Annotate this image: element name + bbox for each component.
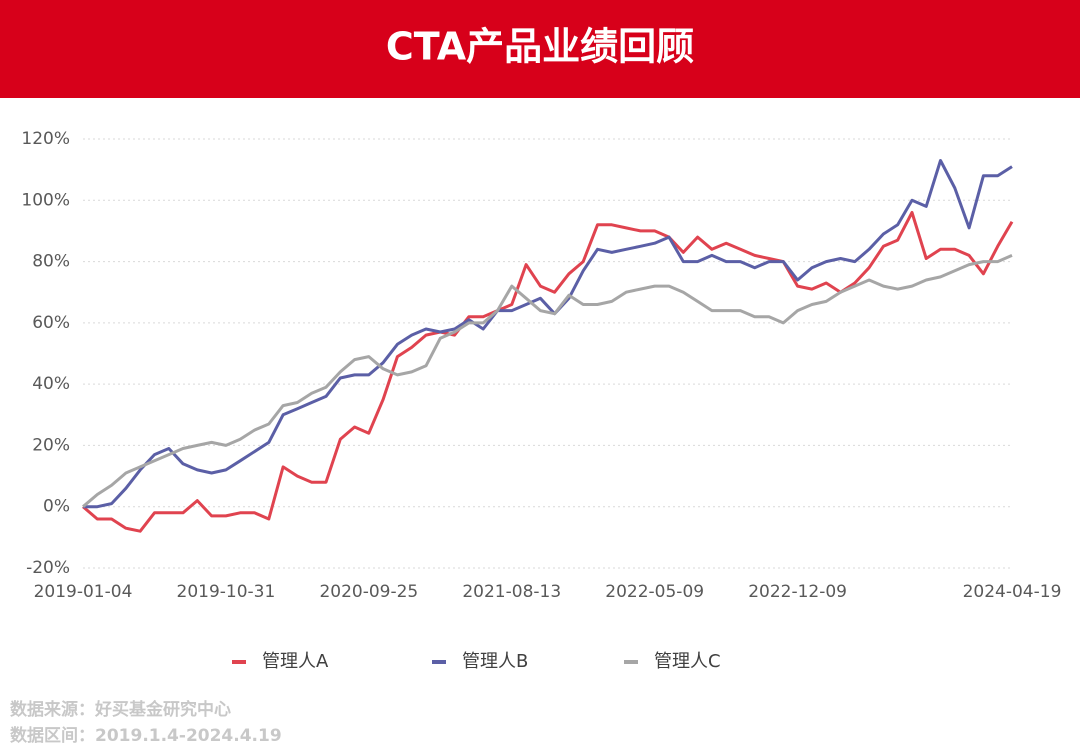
y-tick-label: 60% bbox=[32, 313, 70, 333]
y-tick-label: 40% bbox=[32, 374, 70, 394]
y-tick-label: 0% bbox=[43, 497, 70, 517]
y-tick-label: 120% bbox=[21, 129, 70, 149]
y-tick-label: 100% bbox=[21, 190, 70, 210]
x-tick-label: 2022-12-09 bbox=[748, 582, 847, 602]
y-tick-label: 20% bbox=[32, 435, 70, 455]
x-tick-label: 2022-05-09 bbox=[605, 582, 704, 602]
x-tick-label: 2024-04-19 bbox=[963, 582, 1062, 602]
y-tick-label: -20% bbox=[26, 558, 70, 578]
range-note: 数据区间：2019.1.4-2024.4.19 bbox=[10, 725, 282, 746]
x-tick-label: 2019-10-31 bbox=[177, 582, 276, 602]
legend-label: 管理人C bbox=[654, 651, 721, 672]
series-line bbox=[82, 254, 1013, 508]
chart-title: CTA产品业绩回顾 bbox=[386, 25, 694, 69]
header-banner bbox=[0, 0, 1080, 98]
source-note: 数据来源：好买基金研究中心 bbox=[10, 699, 231, 720]
x-tick-label: 2021-08-13 bbox=[462, 582, 561, 602]
x-tick-label: 2019-01-04 bbox=[34, 582, 133, 602]
series-line bbox=[82, 211, 1014, 533]
legend-label: 管理人A bbox=[262, 651, 329, 672]
series-line bbox=[83, 159, 1013, 509]
y-tick-label: 80% bbox=[32, 252, 70, 272]
legend-label: 管理人B bbox=[462, 651, 528, 672]
x-tick-label: 2020-09-25 bbox=[319, 582, 418, 602]
